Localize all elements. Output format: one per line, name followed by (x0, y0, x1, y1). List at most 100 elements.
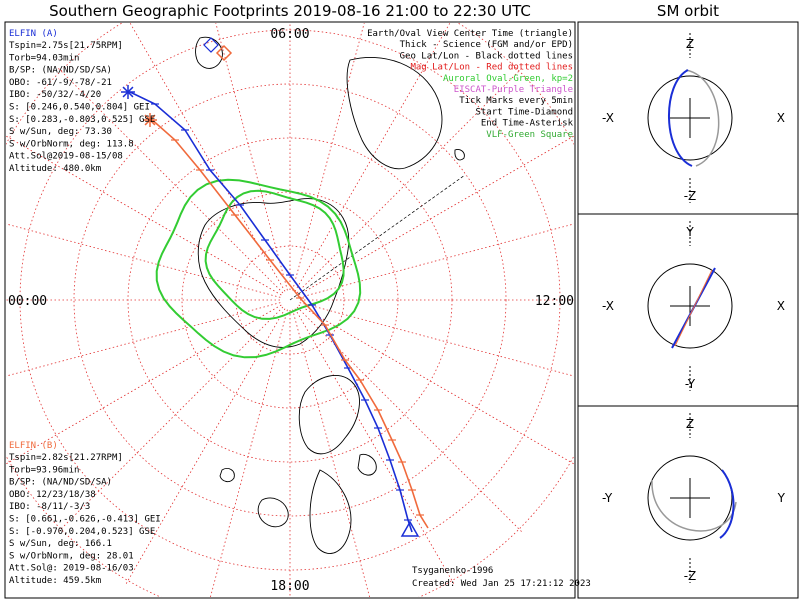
elfin-b-line-1: Torb=93.96min (9, 465, 79, 475)
earth-circle-1 (647, 75, 733, 161)
orbit-3-label-left: -Y (602, 491, 613, 505)
orbit-1-label-right: X (777, 111, 785, 125)
legend-entry-8: End Time-Asterisk (481, 119, 574, 129)
legend-entry-7: Start Time-Diamond (475, 107, 573, 117)
mlt-spoke-13 (6, 223, 281, 298)
legend-entry-9: VLF-Green Square (486, 130, 573, 140)
elfin-b-line-7: S w/Sun, deg: 166.1 (9, 539, 112, 549)
mlt-spoke-20 (294, 23, 451, 292)
orbit-2-label-left: -X (602, 299, 614, 313)
elfin-a-line-2: B/SP: (NA/ND/SD/SA) (9, 66, 112, 76)
earth-circle-2 (647, 263, 733, 349)
coastline-5 (257, 497, 289, 528)
elfin-b-label: ELFIN (B) (9, 441, 58, 451)
elfin-a-line-1: Torb=94.03min (9, 53, 79, 63)
orbit-panel-3 (577, 405, 799, 599)
legend: Earth/Oval View Center Time (triangle)Th… (367, 29, 573, 140)
orbit-2-label-bottom: -Y (685, 377, 696, 391)
elfin-a-label: ELFIN (A) (9, 29, 58, 39)
elfin-a-line-7: S w/Sun, deg: 73.30 (9, 127, 112, 137)
orbit-3-label-top: Z (686, 417, 694, 431)
orbit-panel-3-content: Z -Z -Y Y (602, 413, 786, 583)
orbit-1-trace-a (668, 69, 693, 167)
elfin-b-line-2: B/SP: (NA/ND/SD/SA) (9, 478, 112, 488)
coastline-6 (219, 467, 235, 483)
mlt-grid (6, 23, 574, 597)
mlt-label-bottom: 18:00 (270, 579, 309, 594)
coastline-7 (454, 149, 465, 161)
polar-map (6, 23, 574, 597)
orbit-3-trace-a (719, 469, 735, 539)
legend-entry-5: EISCAT-Purple Triangle (454, 85, 573, 95)
orbit-3-trace-b (651, 479, 737, 532)
coastlines (195, 36, 465, 554)
mlt-spoke-15 (56, 66, 284, 294)
elfin-b-line-6: S: [-0.970,0.204,0.523] GSE (9, 527, 155, 537)
mlt-spoke-9 (56, 306, 284, 534)
orbit-1-trace-b (685, 69, 720, 167)
elfin-a-line-3: OBO: -61/-9/-78/-21 (9, 78, 112, 88)
legend-entry-2: Geo Lat/Lon - Black dotted lines (400, 51, 573, 61)
coastline-3 (195, 36, 223, 69)
elfin-a-line-4: IBO: -50/32/-4/20 (9, 90, 101, 100)
orbit-panel-2-content: Y -Y -X X (602, 221, 785, 391)
view-center-triangle (400, 520, 420, 537)
legend-entry-4: Auroral Oval-Green, kp=2 (443, 74, 573, 84)
elfin-b-line-0: Tspin=2.82s[21.27RPM] (9, 453, 123, 463)
mlt-spoke-1 (299, 302, 574, 377)
elfin-b-start-diamond (215, 44, 233, 62)
orbit-1-label-top: Z (686, 37, 694, 51)
elfin-b-line-9: Att.Sol@: 2019-08-16/03 (9, 564, 134, 574)
mlt-spoke-14 (6, 135, 282, 296)
mlt-spoke-8 (124, 308, 286, 586)
orbit-2-label-top: Y (685, 225, 694, 239)
geo-lon-line (289, 174, 466, 301)
mlt-label-left: 00:00 (8, 294, 47, 309)
coastline-2 (357, 453, 377, 476)
orbit-panel-1-content: Z -Z -X X (602, 33, 785, 203)
mlt-spoke-19 (292, 23, 365, 291)
chart-title: Southern Geographic Footprints 2019-08-1… (49, 2, 531, 20)
elfin-a-info: ELFIN (A) Tspin=2.75s[21.75RPM] Torb=94.0… (9, 29, 155, 174)
elfin-a-line-9: Att.Sol@2019-08-15/08 (9, 152, 123, 162)
elfin-b-info: ELFIN (B) Tspin=2.82s[21.27RPM] Torb=93.9… (9, 441, 161, 586)
elfin-a-line-0: Tspin=2.75s[21.75RPM] (9, 41, 123, 51)
legend-entry-3: Mag Lat/Lon - Red dotted lines (410, 63, 573, 73)
elfin-a-line-10: Altitude: 480.0km (9, 164, 101, 174)
model-label: Tsyganenko-1996 (412, 566, 493, 576)
sm-orbit-panels: Z -Z -X X Y -Y -X X Z -Z -Y Y (602, 33, 786, 583)
orbit-2-label-right: X (777, 299, 785, 313)
elfin-b-line-10: Altitude: 459.5km (9, 576, 101, 586)
elfin-a-line-8: S w/OrbNorm, deg: 113.8 (9, 139, 134, 149)
auroral-oval (155, 178, 362, 359)
mlt-spoke-22 (298, 135, 574, 296)
elfin-b-line-3: OBO: 12/23/18/38 (9, 490, 96, 500)
mlt-spoke-11 (6, 302, 281, 377)
elfin-a-start-diamond (203, 37, 219, 53)
elfin-b-line-8: S w/OrbNorm, deg: 28.01 (9, 551, 134, 561)
elfin-b-line-5: S: [0.661,-0.626,-0.413] GEI (9, 515, 161, 525)
legend-entry-1: Thick - Science (FGM and/or EPD) (400, 40, 573, 50)
elfin-a-line-6: S: [0.283,-0.803,0.525] GSE (9, 115, 155, 125)
orbit-1-label-left: -X (602, 111, 614, 125)
elfin-a-end-asterisk-ray-3 (122, 86, 134, 98)
mlt-spoke-4 (294, 308, 456, 586)
auroral-oval-outer (155, 178, 362, 359)
mlt-spoke-5 (292, 309, 370, 597)
orbit-1-label-bottom: -Z (684, 189, 697, 203)
elfin-a-line-5: S: [0.246,0.540,0.804] GEI (9, 103, 150, 113)
mlt-spoke-17 (215, 23, 288, 291)
mlt-spoke-23 (299, 223, 574, 298)
mlt-label-right: 12:00 (535, 294, 574, 309)
orbit-2-trace-b (674, 269, 713, 347)
mlt-spoke-21 (296, 66, 524, 294)
mlt-spoke-10 (6, 304, 282, 465)
elfin-b-line-4: IBO: -8/11/-3/3 (9, 502, 90, 512)
mlt-spoke-7 (210, 309, 288, 597)
coastline-4 (346, 56, 443, 170)
auroral-oval-inner (204, 189, 345, 320)
footprint-tracks (121, 37, 429, 537)
orbit-3-label-right: Y (777, 491, 786, 505)
elfin-b-end-asterisk-ray-3 (144, 114, 156, 126)
